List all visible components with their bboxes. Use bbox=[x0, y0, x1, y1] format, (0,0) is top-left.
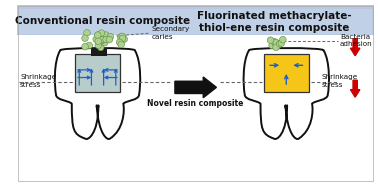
Text: Fluorinated methacrylate-
thiol-ene resin composite: Fluorinated methacrylate- thiol-ene resi… bbox=[197, 11, 351, 33]
Circle shape bbox=[94, 32, 101, 39]
FancyArrow shape bbox=[350, 80, 360, 97]
Circle shape bbox=[267, 37, 274, 44]
Circle shape bbox=[269, 42, 276, 49]
Circle shape bbox=[118, 34, 124, 40]
Circle shape bbox=[98, 36, 105, 43]
Circle shape bbox=[274, 43, 281, 49]
Circle shape bbox=[101, 36, 107, 42]
Bar bbox=[264, 54, 309, 92]
Circle shape bbox=[98, 44, 104, 51]
Circle shape bbox=[271, 38, 278, 45]
Circle shape bbox=[98, 30, 105, 36]
Circle shape bbox=[96, 38, 103, 45]
PathPatch shape bbox=[55, 48, 140, 139]
Text: Novel resin composite: Novel resin composite bbox=[147, 99, 244, 108]
Circle shape bbox=[280, 36, 286, 43]
Circle shape bbox=[95, 32, 102, 38]
Circle shape bbox=[272, 40, 279, 47]
Circle shape bbox=[95, 38, 102, 45]
Circle shape bbox=[95, 42, 102, 49]
PathPatch shape bbox=[243, 48, 329, 139]
Bar bbox=[17, 5, 374, 36]
Circle shape bbox=[98, 38, 105, 44]
Circle shape bbox=[121, 36, 127, 42]
Bar bbox=[19, 9, 372, 34]
Text: Bacteria
adhesion: Bacteria adhesion bbox=[340, 34, 373, 47]
Circle shape bbox=[106, 36, 113, 43]
Circle shape bbox=[84, 30, 90, 36]
Circle shape bbox=[278, 40, 285, 46]
Circle shape bbox=[102, 32, 109, 38]
Text: Conventional resin composite: Conventional resin composite bbox=[15, 16, 190, 26]
Circle shape bbox=[119, 33, 125, 40]
Circle shape bbox=[97, 33, 103, 40]
Circle shape bbox=[273, 44, 279, 50]
FancyArrow shape bbox=[175, 77, 217, 98]
Text: Shrinkage
stress: Shrinkage stress bbox=[20, 74, 56, 88]
Circle shape bbox=[103, 36, 109, 43]
Circle shape bbox=[273, 39, 279, 46]
Circle shape bbox=[107, 33, 114, 40]
Circle shape bbox=[119, 35, 126, 42]
Bar bbox=[91, 48, 107, 56]
Circle shape bbox=[117, 39, 124, 46]
Text: Secondary
caries: Secondary caries bbox=[151, 26, 190, 40]
Circle shape bbox=[82, 43, 88, 50]
Circle shape bbox=[276, 40, 283, 47]
FancyArrow shape bbox=[350, 39, 360, 56]
Circle shape bbox=[101, 35, 107, 42]
Bar bbox=[75, 54, 120, 92]
Circle shape bbox=[96, 39, 102, 45]
Circle shape bbox=[86, 42, 93, 49]
Text: Shrinkage
stress: Shrinkage stress bbox=[321, 74, 358, 88]
Circle shape bbox=[116, 39, 123, 46]
Circle shape bbox=[82, 35, 88, 42]
Circle shape bbox=[118, 41, 124, 48]
Circle shape bbox=[93, 36, 99, 43]
Circle shape bbox=[101, 39, 108, 46]
